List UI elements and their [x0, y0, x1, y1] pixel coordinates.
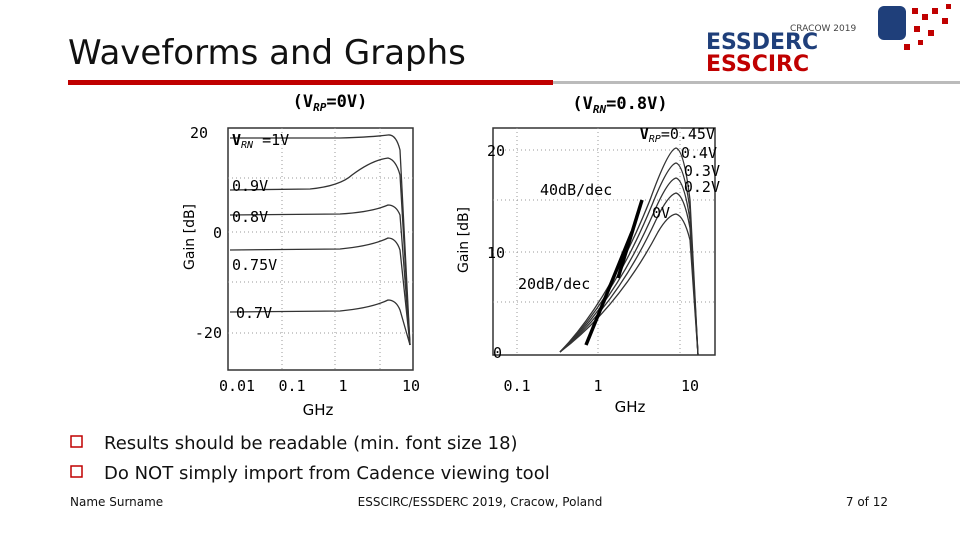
y-tick-label: 0	[213, 224, 222, 242]
curve-label: 0V	[652, 204, 670, 222]
curve	[559, 147, 699, 356]
curve-label: 0.7V	[236, 304, 272, 322]
logo-line1: ESSDERC	[706, 30, 818, 55]
graph-title: (VRP=0V)	[293, 92, 368, 114]
x-tick-label: 0.1	[503, 377, 530, 395]
y-tick-label: 0	[493, 344, 502, 362]
title-rule-red	[68, 80, 553, 85]
annotation: 20dB/dec	[518, 275, 590, 293]
left-graph: (VRP=0V) 20 0 -20 Gain [dB] 0.01 0.1 1 1…	[182, 92, 420, 419]
x-axis-unit: GHz	[303, 401, 334, 419]
footer-author: Name Surname	[70, 495, 163, 509]
x-axis-unit: GHz	[615, 398, 646, 416]
logo-chip	[878, 6, 906, 40]
x-tick-label: 0.01	[219, 377, 255, 395]
graph-title: (VRN=0.8V)	[572, 94, 667, 116]
logo: CRACOW 2019 ESSDERC ESSCIRC	[706, 4, 951, 77]
curve-label: VRN =1V	[232, 131, 289, 151]
y-tick-label: 10	[487, 244, 505, 262]
x-tick-label: 1	[338, 377, 347, 395]
logo-dots	[904, 4, 951, 50]
curve	[229, 299, 411, 346]
logo-line2: ESSCIRC	[706, 52, 809, 77]
x-tick-label: 1	[593, 377, 602, 395]
curve	[229, 237, 411, 346]
slope-line	[584, 231, 634, 346]
curve	[229, 204, 411, 346]
annotation: 40dB/dec	[540, 181, 612, 199]
curve-label: 0.9V	[232, 177, 268, 195]
title-rule-grey	[553, 81, 960, 84]
curve	[559, 162, 699, 356]
y-axis-label: Gain [dB]	[182, 204, 198, 270]
plot-frame	[492, 127, 716, 356]
slope-line	[616, 199, 644, 279]
curve	[229, 157, 411, 346]
x-tick-label: 10	[402, 377, 420, 395]
y-tick-label: -20	[195, 324, 222, 342]
x-tick-label: 0.1	[278, 377, 305, 395]
curve	[230, 134, 411, 346]
footer-page: 7 of 12	[846, 495, 888, 509]
logo-top: CRACOW 2019	[790, 24, 856, 34]
curve	[559, 177, 699, 356]
curve	[559, 213, 699, 356]
bullet-icon	[70, 435, 83, 448]
curve-label: 0.75V	[232, 256, 277, 274]
y-tick-label: 20	[190, 124, 208, 142]
slide-title: Waveforms and Graphs	[68, 33, 466, 73]
right-graph: (VRN=0.8V) 20 10 0 Gain [dB] 0.1 1 10 GH…	[456, 94, 720, 416]
curve-label: 0.8V	[232, 208, 268, 226]
y-tick-label: 20	[487, 142, 505, 160]
footer-event: ESSCIRC/ESSDERC 2019, Cracow, Poland	[358, 495, 603, 509]
curve-label: 0.2V	[684, 178, 720, 196]
bullet-icon	[70, 465, 83, 478]
y-axis-label: Gain [dB]	[456, 207, 472, 273]
curve-label: VRP=0.45V	[640, 125, 715, 145]
bullet-text: Results should be readable (min. font si…	[104, 433, 518, 454]
curve-label: 0.3V	[684, 162, 720, 180]
x-tick-label: 10	[681, 377, 699, 395]
curve-label: 0.4V	[681, 144, 717, 162]
bullet-text: Do NOT simply import from Cadence viewin…	[104, 463, 550, 484]
